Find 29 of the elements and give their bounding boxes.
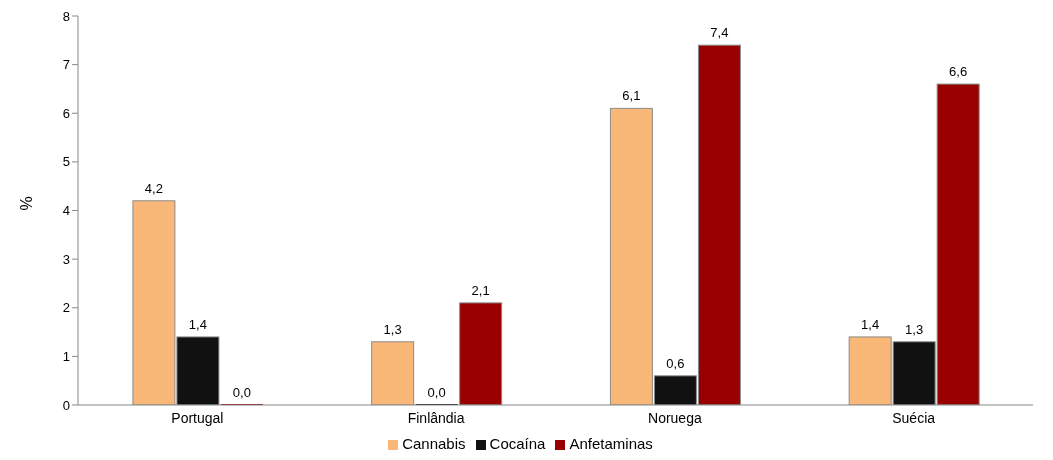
x-tick-label: Portugal	[171, 409, 224, 426]
y-tick-label: 5	[62, 154, 70, 170]
legend-label: Cocaína	[489, 435, 546, 452]
data-label: 1,4	[188, 316, 207, 332]
data-label: 6,6	[949, 64, 968, 80]
y-tick-label: 8	[62, 8, 70, 24]
y-tick-label: 4	[62, 203, 70, 219]
data-label: 1,3	[905, 321, 924, 337]
y-tick-label: 2	[62, 300, 70, 316]
legend-label: Cannabis	[402, 435, 466, 452]
data-label: 6,1	[622, 88, 641, 104]
legend-label: Anfetaminas	[569, 435, 653, 452]
y-axis-title: %	[17, 196, 35, 211]
x-tick-label: Suécia	[892, 409, 936, 426]
x-tick-label: Finlândia	[407, 409, 465, 426]
y-tick-label: 1	[62, 348, 70, 364]
data-label: 2,1	[471, 282, 490, 298]
data-label: 0,0	[427, 385, 446, 400]
data-label: 4,2	[144, 180, 163, 196]
data-label: 1,4	[861, 316, 880, 332]
x-tick-label: Noruega	[648, 409, 702, 426]
data-label: 7,4	[710, 25, 729, 41]
y-tick-label: 3	[62, 251, 70, 267]
y-tick-label: 0	[62, 397, 70, 413]
data-label: 1,3	[383, 321, 402, 337]
data-label: 0,6	[666, 355, 685, 371]
y-tick-label: 7	[62, 57, 70, 73]
y-tick-label: 6	[62, 105, 70, 121]
data-label: 0,0	[232, 385, 251, 400]
